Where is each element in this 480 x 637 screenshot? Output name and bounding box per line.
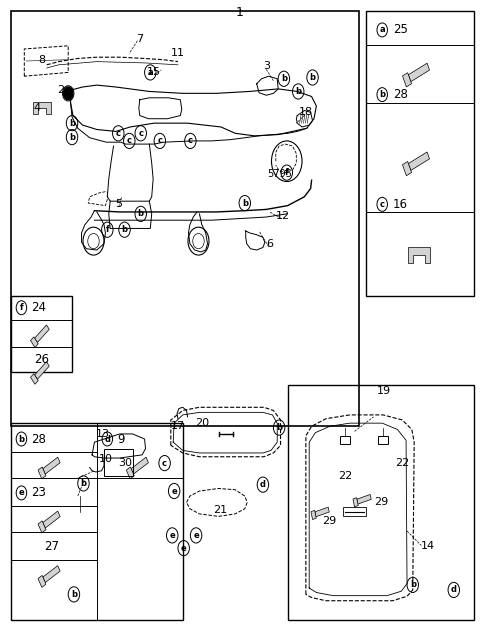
Text: 24: 24 [31, 301, 46, 314]
Text: 2: 2 [58, 85, 65, 95]
Polygon shape [31, 374, 38, 384]
Bar [340, 436, 350, 444]
Text: 26: 26 [35, 354, 49, 366]
Circle shape [63, 87, 73, 100]
Text: c: c [157, 136, 162, 145]
Text: 10: 10 [98, 454, 112, 464]
Polygon shape [357, 494, 371, 504]
Text: 5795: 5795 [267, 169, 291, 179]
Text: 14: 14 [420, 541, 434, 550]
Text: 28: 28 [393, 88, 408, 101]
Text: 3: 3 [263, 61, 270, 71]
Text: 5: 5 [115, 199, 122, 210]
Text: b: b [71, 590, 77, 599]
Text: 23: 23 [31, 487, 46, 499]
Text: c: c [138, 129, 143, 138]
Polygon shape [34, 102, 50, 113]
Text: a: a [379, 25, 385, 34]
Text: 7: 7 [136, 34, 144, 45]
Text: 25: 25 [393, 24, 408, 36]
Polygon shape [403, 162, 411, 176]
Text: 18: 18 [299, 107, 313, 117]
Text: 29: 29 [373, 497, 388, 508]
Text: c: c [188, 136, 193, 145]
Text: 15: 15 [147, 68, 161, 78]
Polygon shape [31, 337, 38, 348]
Text: e: e [19, 489, 24, 497]
Text: f: f [106, 225, 109, 234]
Polygon shape [126, 467, 134, 479]
Text: b: b [69, 132, 75, 141]
Text: 8: 8 [38, 55, 46, 65]
Text: 11: 11 [171, 48, 185, 59]
Text: 4: 4 [34, 103, 41, 113]
Text: 9: 9 [117, 433, 124, 445]
Text: b: b [410, 580, 416, 589]
Text: b: b [295, 87, 301, 96]
Polygon shape [38, 521, 46, 533]
Text: 20: 20 [195, 418, 209, 428]
Text: e: e [169, 531, 175, 540]
Text: e: e [181, 543, 187, 552]
Text: b: b [276, 423, 282, 432]
Polygon shape [35, 325, 49, 343]
Text: b: b [18, 434, 24, 443]
Text: f: f [285, 168, 288, 177]
Text: 16: 16 [393, 198, 408, 211]
Text: e: e [193, 531, 199, 540]
Polygon shape [43, 511, 60, 528]
Text: 12: 12 [276, 211, 290, 221]
Text: c: c [162, 459, 167, 468]
Text: b: b [138, 210, 144, 218]
Polygon shape [43, 457, 60, 474]
Text: d: d [451, 585, 457, 594]
Text: 29: 29 [323, 517, 337, 526]
Text: 21: 21 [213, 505, 227, 515]
Text: b: b [379, 90, 385, 99]
Text: b: b [69, 118, 75, 127]
Text: 30: 30 [119, 458, 132, 468]
Text: b: b [281, 75, 287, 83]
Text: a: a [147, 68, 153, 77]
Text: c: c [116, 129, 121, 138]
Text: c: c [127, 136, 132, 145]
Polygon shape [35, 362, 49, 379]
Text: 28: 28 [31, 433, 46, 445]
Polygon shape [353, 497, 358, 507]
Polygon shape [408, 152, 430, 171]
Text: d: d [104, 434, 110, 443]
Text: 1: 1 [236, 6, 244, 19]
Text: b: b [310, 73, 315, 82]
Polygon shape [408, 63, 430, 82]
Text: d: d [260, 480, 266, 489]
Text: f: f [20, 303, 24, 312]
Polygon shape [403, 73, 411, 87]
Text: 6: 6 [266, 239, 273, 248]
Text: c: c [380, 200, 384, 209]
Bar [343, 508, 366, 517]
Text: 17: 17 [171, 421, 185, 431]
Polygon shape [315, 507, 329, 517]
Polygon shape [43, 566, 60, 583]
Polygon shape [131, 457, 148, 474]
Text: 13: 13 [96, 429, 109, 439]
Polygon shape [408, 247, 431, 262]
Text: 19: 19 [377, 387, 391, 396]
Text: e: e [171, 487, 177, 496]
Text: b: b [121, 225, 128, 234]
Polygon shape [38, 575, 46, 587]
Text: 22: 22 [395, 458, 409, 468]
Bar [378, 436, 388, 444]
Text: 27: 27 [44, 540, 59, 554]
Polygon shape [38, 467, 46, 479]
Text: b: b [81, 479, 86, 488]
Polygon shape [311, 510, 316, 520]
Text: b: b [242, 199, 248, 208]
Text: 22: 22 [338, 471, 352, 481]
